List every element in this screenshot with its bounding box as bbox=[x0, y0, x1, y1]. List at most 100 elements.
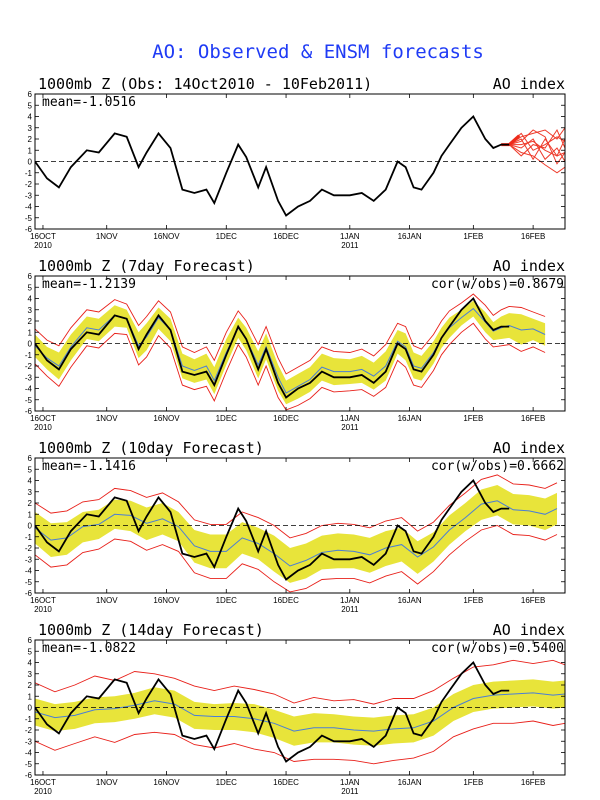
x-tick-label: 16JAN bbox=[398, 232, 422, 241]
y-tick-label: -5 bbox=[25, 214, 33, 223]
y-tick-label: -1 bbox=[25, 533, 33, 542]
y-tick-label: -6 bbox=[25, 407, 33, 416]
y-tick-label: 0 bbox=[28, 704, 33, 713]
x-tick-label: 16DEC bbox=[273, 596, 299, 605]
y-tick-label: 1 bbox=[28, 328, 33, 337]
figure-title: AO: Observed & ENSM forecasts bbox=[152, 41, 484, 63]
ensemble-member-line bbox=[508, 128, 565, 157]
x-tick-label: 1JAN bbox=[340, 414, 360, 423]
ensemble-member-line bbox=[509, 129, 565, 165]
x-tick-label: 1NOV bbox=[96, 414, 118, 423]
observed-line bbox=[35, 661, 510, 763]
x-tick-year-label: 2011 bbox=[341, 241, 359, 250]
x-tick-label: 16JAN bbox=[398, 596, 422, 605]
mean-label: mean=-1.0516 bbox=[42, 95, 136, 110]
panel-right-label: AO index bbox=[493, 621, 565, 639]
ensemble-mean-line bbox=[35, 692, 565, 732]
y-tick-label: 4 bbox=[28, 113, 33, 122]
x-tick-label: 1JAN bbox=[340, 596, 360, 605]
y-tick-label: 6 bbox=[28, 454, 33, 463]
x-tick-label: 16JAN bbox=[398, 778, 422, 787]
y-tick-label: -2 bbox=[25, 726, 33, 735]
y-tick-label: -3 bbox=[25, 737, 33, 746]
y-tick-label: -1 bbox=[25, 715, 33, 724]
x-tick-year-label: 2010 bbox=[34, 423, 52, 432]
x-tick-label: 1DEC bbox=[216, 778, 238, 787]
y-tick-label: 4 bbox=[28, 659, 33, 668]
ensemble-min-line bbox=[35, 525, 558, 593]
panel-title: 1000mb Z (10day Forecast) bbox=[38, 439, 264, 457]
x-tick-label: 1NOV bbox=[96, 596, 118, 605]
x-tick-label: 1DEC bbox=[216, 232, 238, 241]
y-tick-label: 3 bbox=[28, 306, 33, 315]
x-tick-label: 16OCT bbox=[30, 778, 56, 787]
y-tick-label: -2 bbox=[25, 362, 33, 371]
y-tick-label: 5 bbox=[28, 283, 33, 292]
plot-area bbox=[35, 115, 565, 217]
panel-14day-forecast: 1000mb Z (14day Forecast) AO index mean=… bbox=[25, 621, 566, 796]
x-tick-label: 16DEC bbox=[273, 232, 299, 241]
correlation-label: cor(w/obs)=0.5400 bbox=[431, 641, 564, 656]
x-tick-year-label: 2010 bbox=[34, 241, 52, 250]
y-tick-label: 6 bbox=[28, 272, 33, 281]
y-tick-label: 0 bbox=[28, 522, 33, 531]
correlation-label: cor(w/obs)=0.8679 bbox=[431, 277, 564, 292]
y-tick-label: 4 bbox=[28, 295, 33, 304]
x-tick-label: 1FEB bbox=[463, 778, 483, 787]
plot-area bbox=[35, 474, 565, 593]
y-tick-label: -3 bbox=[25, 373, 33, 382]
y-tick-label: 5 bbox=[28, 647, 33, 656]
y-tick-label: -6 bbox=[25, 589, 33, 598]
x-tick-label: 16OCT bbox=[30, 596, 56, 605]
ensemble-spread-band bbox=[35, 485, 557, 583]
panel-7day-forecast: 1000mb Z (7day Forecast) AO index mean=-… bbox=[25, 257, 566, 432]
y-tick-label: -2 bbox=[25, 544, 33, 553]
y-tick-label: -1 bbox=[25, 351, 33, 360]
x-tick-label: 16OCT bbox=[30, 414, 56, 423]
ensemble-max-line bbox=[35, 474, 558, 539]
y-tick-label: -6 bbox=[25, 771, 33, 780]
x-tick-label: 1DEC bbox=[216, 414, 238, 423]
x-tick-year-label: 2011 bbox=[341, 787, 359, 796]
observed-line bbox=[35, 479, 510, 581]
x-tick-label: 16FEB bbox=[521, 778, 545, 787]
ensemble-min-line bbox=[35, 720, 565, 765]
x-tick-label: 16JAN bbox=[398, 414, 422, 423]
ensemble-mean-line bbox=[35, 500, 558, 567]
y-tick-label: 1 bbox=[28, 146, 33, 155]
x-tick-label: 16OCT bbox=[30, 232, 56, 241]
y-tick-label: 2 bbox=[28, 317, 33, 326]
panel-right-label: AO index bbox=[493, 439, 565, 457]
y-tick-label: 2 bbox=[28, 135, 33, 144]
panel-right-label: AO index bbox=[493, 257, 565, 275]
y-tick-label: -4 bbox=[25, 567, 33, 576]
x-tick-label: 16NOV bbox=[153, 414, 180, 423]
x-tick-label: 1NOV bbox=[96, 232, 118, 241]
y-tick-label: -5 bbox=[25, 760, 33, 769]
ensemble-max-line bbox=[35, 293, 546, 375]
x-tick-label: 16NOV bbox=[153, 232, 180, 241]
y-tick-label: -5 bbox=[25, 578, 33, 587]
x-tick-label: 1FEB bbox=[463, 414, 483, 423]
y-tick-label: -3 bbox=[25, 555, 33, 564]
panel-title: 1000mb Z (Obs: 14Oct2010 - 10Feb2011) bbox=[38, 75, 372, 93]
y-tick-label: -1 bbox=[25, 169, 33, 178]
x-tick-year-label: 2010 bbox=[34, 787, 52, 796]
x-tick-label: 1JAN bbox=[340, 232, 360, 241]
y-tick-label: 0 bbox=[28, 158, 33, 167]
x-tick-label: 16FEB bbox=[521, 414, 545, 423]
y-tick-label: -4 bbox=[25, 749, 33, 758]
x-tick-label: 1FEB bbox=[463, 596, 483, 605]
y-tick-label: 5 bbox=[28, 465, 33, 474]
mean-label: mean=-1.2139 bbox=[42, 277, 136, 292]
panel-observed: 1000mb Z (Obs: 14Oct2010 - 10Feb2011) AO… bbox=[25, 75, 566, 250]
y-tick-label: 3 bbox=[28, 488, 33, 497]
x-tick-label: 16DEC bbox=[273, 778, 299, 787]
x-tick-label: 1JAN bbox=[340, 778, 360, 787]
ensemble-member-line bbox=[508, 132, 565, 151]
ensemble-member-line bbox=[508, 144, 565, 174]
y-tick-label: -4 bbox=[25, 203, 33, 212]
y-tick-label: -5 bbox=[25, 396, 33, 405]
y-tick-label: 4 bbox=[28, 477, 33, 486]
